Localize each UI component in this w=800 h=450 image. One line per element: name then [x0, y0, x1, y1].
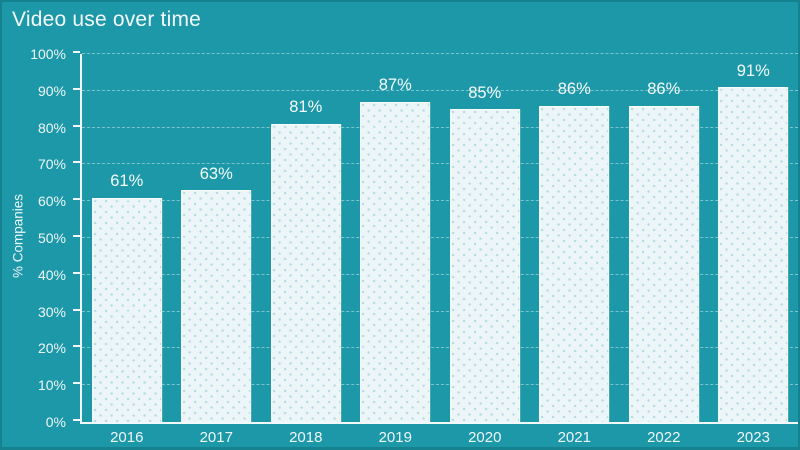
x-tick-label: 2022 [647, 429, 681, 446]
bar-band-2017: 63% 2017 [172, 54, 262, 445]
y-tick-label: 80% [37, 119, 66, 136]
y-tick-mark [73, 124, 80, 127]
x-tick-label: 2020 [468, 429, 502, 446]
y-tick-label: 90% [37, 82, 66, 99]
y-tick-label: 70% [37, 156, 66, 173]
bar-band-2023: 91% 2023 [709, 54, 799, 445]
bar-2021 [539, 105, 610, 422]
bar-2016 [91, 197, 162, 422]
bar-2020 [449, 109, 520, 422]
bar-band-2016: 61% 2016 [82, 54, 172, 445]
bar-2023 [718, 87, 789, 422]
y-tick-mark [73, 235, 80, 237]
y-tick-mark [73, 161, 80, 164]
y-tick-label: 40% [37, 266, 66, 283]
y-axis-title: % Companies [10, 193, 26, 279]
y-tick-mark [73, 382, 80, 385]
bar-2017 [181, 190, 252, 422]
bar-value-label: 91% [736, 61, 770, 80]
y-tick-mark [73, 419, 80, 421]
y-tick-label: 20% [37, 340, 66, 357]
bar-2018 [270, 123, 341, 422]
y-tick-mark [73, 198, 80, 201]
y-tick-mark [73, 51, 80, 53]
bar-band-2020: 85% 2020 [440, 54, 530, 445]
bar-band-2019: 87% 2019 [351, 54, 441, 445]
x-tick-label: 2019 [378, 429, 412, 446]
bar-band-2021: 86% 2021 [530, 54, 620, 445]
y-tick-label: 60% [37, 193, 66, 210]
bar-value-label: 63% [199, 164, 233, 183]
bar-band-2022: 86% 2022 [619, 54, 709, 445]
chart-title: Video use over time [12, 8, 202, 31]
bar-band-2018: 81% 2018 [261, 54, 351, 445]
bar-2022 [628, 105, 699, 422]
bar-value-label: 85% [468, 83, 502, 102]
bar-value-label: 87% [378, 76, 412, 95]
bar-value-label: 86% [557, 80, 591, 99]
bar-2019 [360, 101, 431, 422]
bar-bands: 61% 2016 63% 2017 81% 2018 87% 2019 85% 2020 86% 20… [82, 54, 799, 445]
x-tick-label: 2021 [557, 429, 591, 446]
y-tick-label: 30% [37, 303, 66, 320]
y-tick-mark [73, 308, 80, 311]
y-tick-label: 0% [45, 414, 66, 430]
x-tick-label: 2016 [110, 429, 144, 446]
bar-value-label: 86% [647, 80, 681, 99]
y-tick-label: 50% [37, 230, 66, 246]
y-tick-label: 100% [30, 46, 66, 62]
bar-value-label: 81% [289, 98, 323, 117]
y-tick-mark [73, 345, 80, 348]
bar-value-label: 61% [110, 172, 144, 191]
x-tick-label: 2023 [736, 429, 770, 446]
x-tick-label: 2017 [199, 429, 233, 446]
y-tick-mark [73, 87, 80, 90]
plot-area: 61% 2016 63% 2017 81% 2018 87% 2019 85% 2020 86% 20… [30, 47, 799, 445]
y-tick-mark [73, 271, 80, 274]
y-tick-label: 10% [37, 377, 66, 394]
x-tick-label: 2018 [289, 429, 323, 446]
